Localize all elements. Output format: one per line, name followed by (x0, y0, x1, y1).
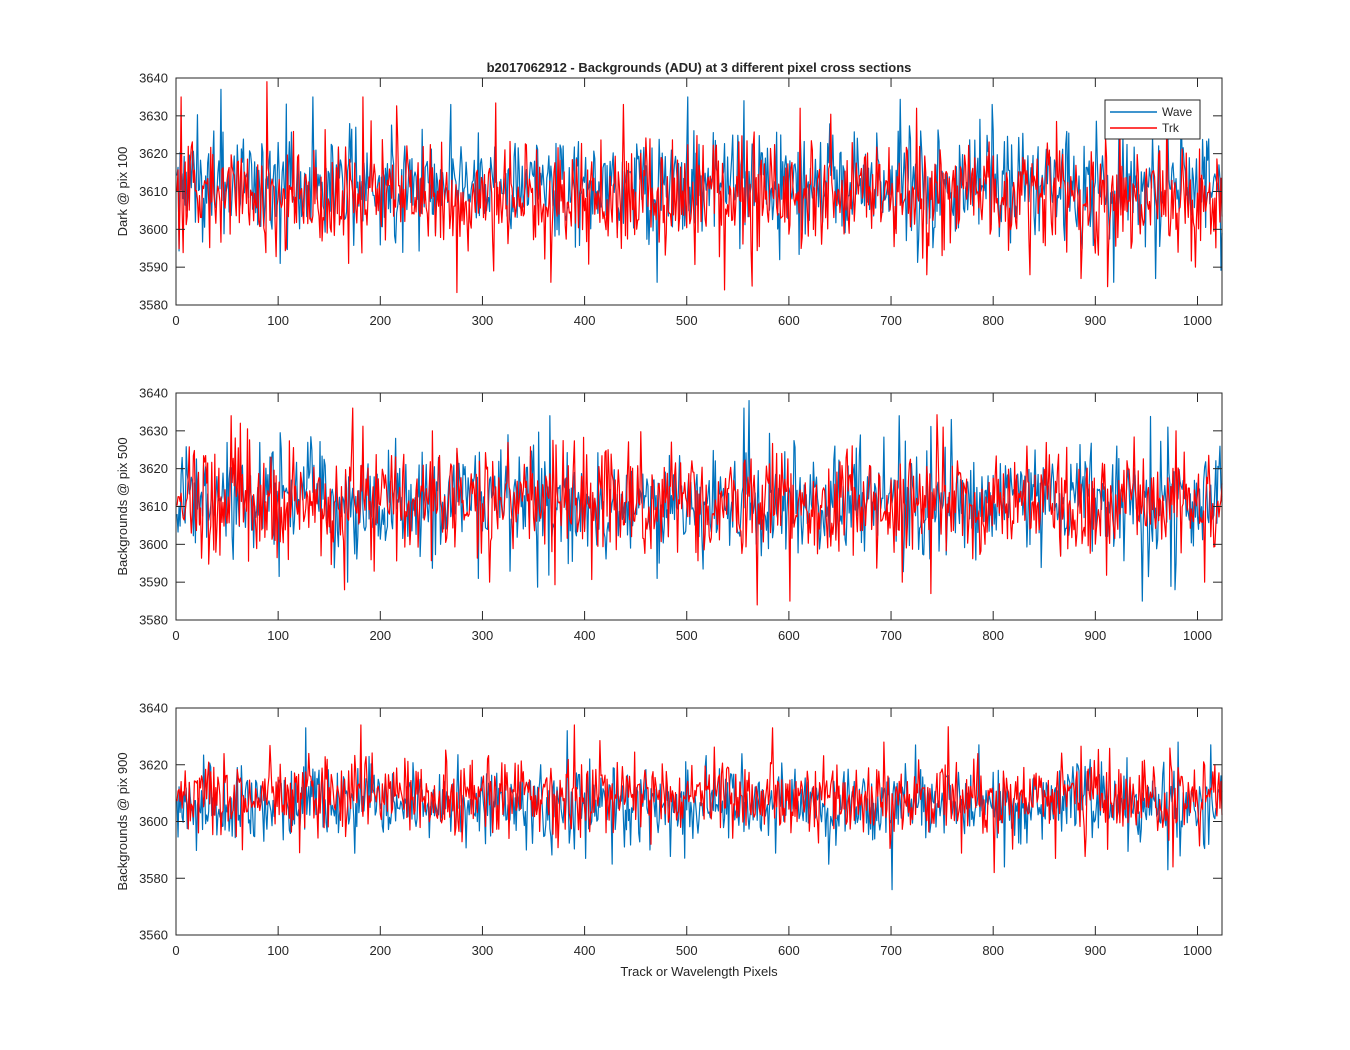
x-tick-label: 300 (472, 943, 494, 958)
x-tick-label: 100 (267, 313, 289, 328)
x-tick-label: 200 (369, 313, 391, 328)
y-tick-label: 3590 (139, 260, 168, 275)
x-tick-label: 400 (574, 628, 596, 643)
y-tick-label: 3600 (139, 222, 168, 237)
x-tick-label: 400 (574, 313, 596, 328)
series-line-trk-panel-2 (176, 407, 1223, 606)
x-tick-label: 100 (267, 628, 289, 643)
legend-label-trk: Trk (1162, 121, 1180, 135)
y-tick-label: 3630 (139, 108, 168, 123)
series-line-trk-panel-1 (176, 81, 1223, 294)
panel-1-series-layer (176, 81, 1223, 294)
x-tick-label: 600 (778, 943, 800, 958)
y-tick-label: 3580 (139, 871, 168, 886)
y-tick-label: 3610 (139, 184, 168, 199)
y-tick-label: 3560 (139, 928, 168, 943)
panel-2-series-layer (176, 399, 1223, 606)
x-tick-label: 500 (676, 943, 698, 958)
y-tick-label: 3610 (139, 499, 168, 514)
x-tick-label: 400 (574, 943, 596, 958)
y-tick-label: 3590 (139, 575, 168, 590)
panel-1: b2017062912 - Backgrounds (ADU) at 3 dif… (115, 60, 1223, 328)
x-tick-label: 1000 (1183, 943, 1212, 958)
panel-2: 0 100 200 300 400 500 600 700 800 900 1000 3580 3590… (115, 386, 1223, 643)
y-tick-label: 3620 (139, 146, 168, 161)
y-tick-label: 3630 (139, 423, 168, 438)
x-tick-label: 0 (172, 313, 179, 328)
x-tick-label: 900 (1084, 943, 1106, 958)
legend-label-wave: Wave (1162, 105, 1193, 119)
x-tick-label: 0 (172, 628, 179, 643)
y-tick-label: 3640 (139, 386, 168, 401)
y-tick-label: 3620 (139, 461, 168, 476)
x-tick-label: 500 (676, 313, 698, 328)
y-tick-label: 3640 (139, 71, 168, 86)
y-tick-label: 3580 (139, 613, 168, 628)
chart-title: b2017062912 - Backgrounds (ADU) at 3 dif… (487, 60, 912, 75)
x-tick-label: 100 (267, 943, 289, 958)
y-tick-label: 3600 (139, 814, 168, 829)
panel-2-y-axis-label: Backgrounds @ pix 500 (115, 437, 130, 575)
x-tick-label: 0 (172, 943, 179, 958)
panel-3-y-axis-label: Backgrounds @ pix 900 (115, 752, 130, 890)
x-tick-label: 700 (880, 628, 902, 643)
x-tick-label: 300 (472, 628, 494, 643)
legend: Wave Trk (1104, 99, 1201, 140)
x-tick-label: 1000 (1183, 628, 1212, 643)
panel-3-series-layer (176, 724, 1223, 891)
y-tick-label: 3640 (139, 701, 168, 716)
x-axis-label: Track or Wavelength Pixels (620, 964, 778, 979)
y-tick-label: 3620 (139, 757, 168, 772)
panel-3-ticks-layer: 0 100 200 300 400 500 600 700 800 900 1000 3560 3580… (139, 701, 1222, 958)
x-tick-label: 300 (472, 313, 494, 328)
x-tick-label: 600 (778, 313, 800, 328)
panel-2-ticks-layer: 0 100 200 300 400 500 600 700 800 900 1000 3580 3590… (139, 386, 1222, 643)
x-tick-label: 200 (369, 628, 391, 643)
series-line-trk-panel-3 (176, 724, 1223, 874)
panel-1-y-axis-label: Dark @ pix 100 (115, 147, 130, 237)
panel-1-ticks-layer: 0 100 200 300 400 500 600 700 800 900 1000 3580 3590… (139, 71, 1222, 328)
y-tick-label: 3600 (139, 537, 168, 552)
x-tick-label: 200 (369, 943, 391, 958)
x-tick-label: 700 (880, 943, 902, 958)
x-tick-label: 1000 (1183, 313, 1212, 328)
x-tick-label: 800 (982, 943, 1004, 958)
x-tick-label: 800 (982, 313, 1004, 328)
x-tick-label: 900 (1084, 628, 1106, 643)
legend-box (1104, 99, 1201, 140)
x-tick-label: 700 (880, 313, 902, 328)
panel-3: 0 100 200 300 400 500 600 700 800 900 1000 3560 3580… (115, 701, 1223, 979)
x-tick-label: 600 (778, 628, 800, 643)
y-tick-label: 3580 (139, 298, 168, 313)
x-tick-label: 900 (1084, 313, 1106, 328)
x-tick-label: 500 (676, 628, 698, 643)
x-tick-label: 800 (982, 628, 1004, 643)
